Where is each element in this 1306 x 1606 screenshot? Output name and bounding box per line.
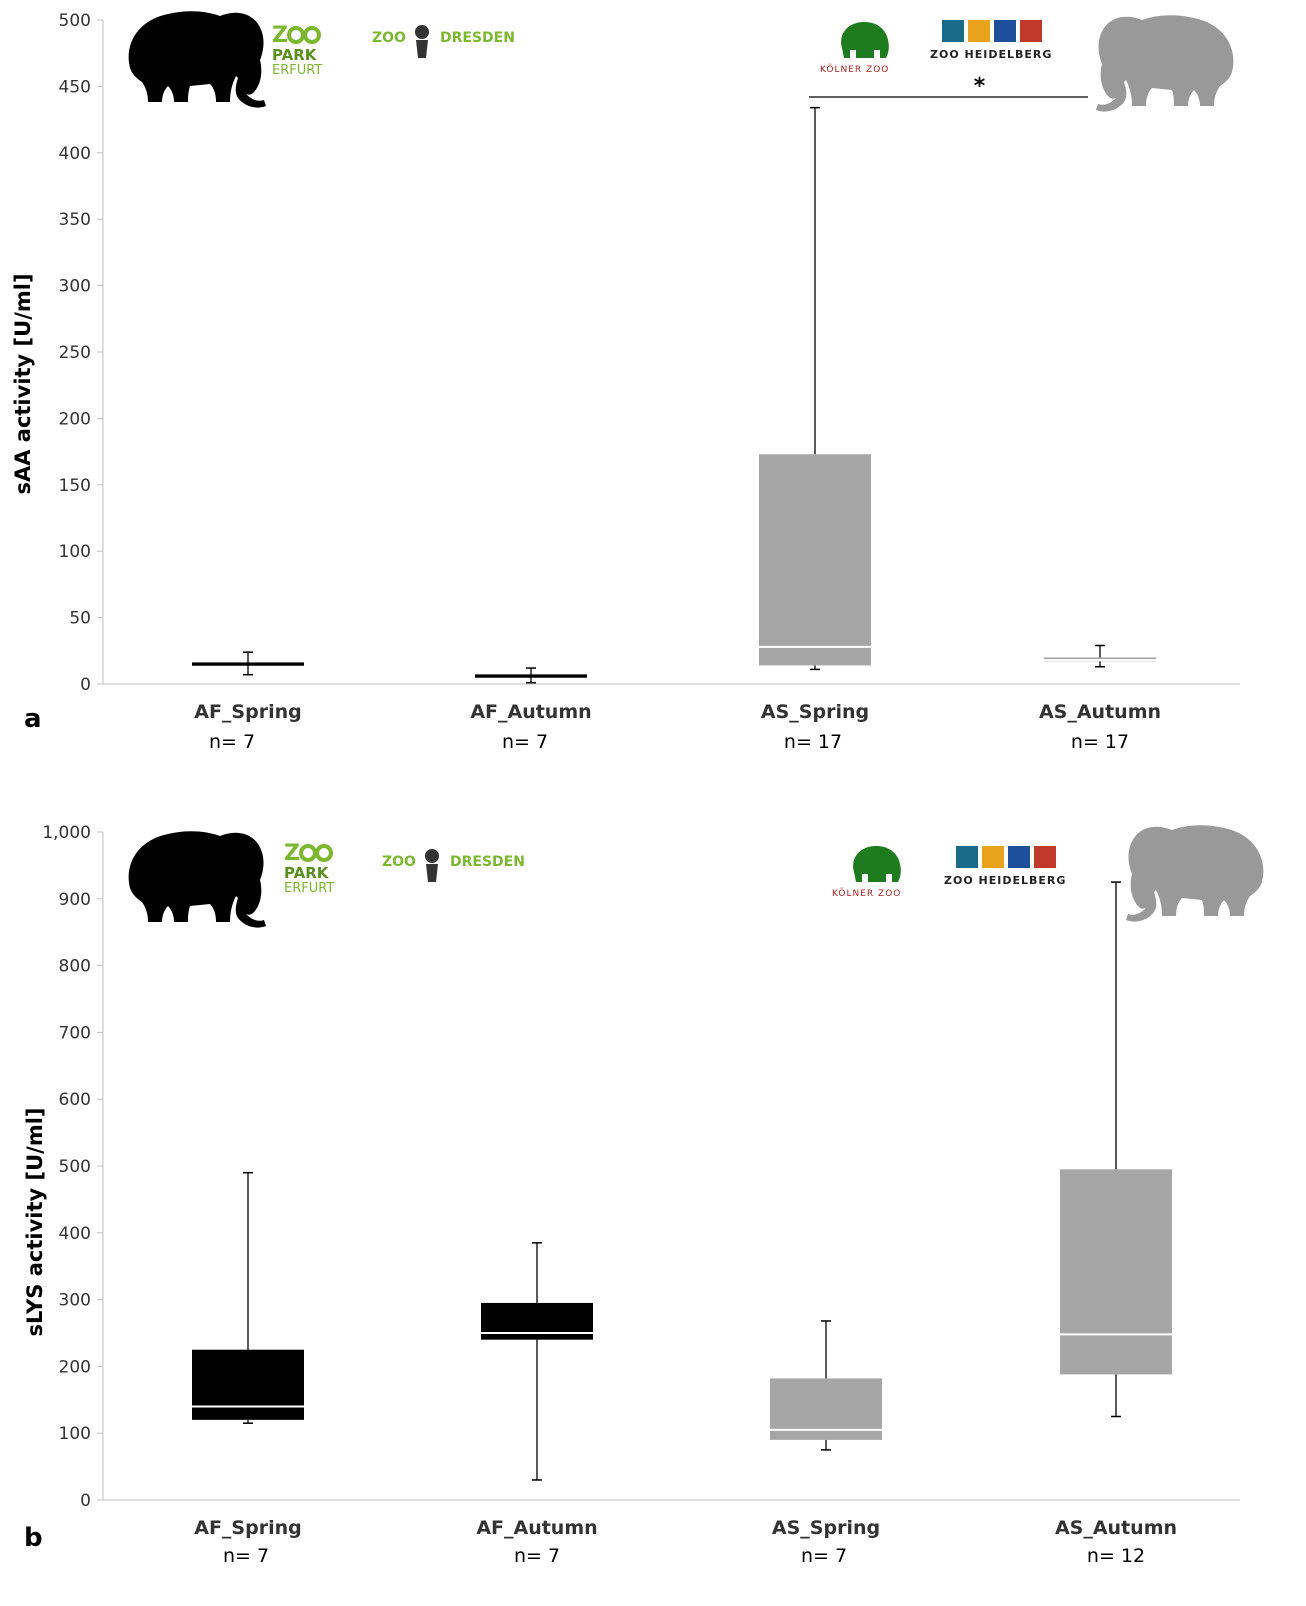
x-category-label: AS_Spring xyxy=(772,1517,880,1539)
koelner-zoo-logo xyxy=(832,846,902,899)
box-series xyxy=(192,881,1172,1481)
box-as-autumn xyxy=(1060,881,1172,1418)
sample-size-label: n= 7 xyxy=(801,1545,847,1567)
iqr-box xyxy=(759,454,871,666)
box-as-spring xyxy=(770,1320,882,1451)
y-axis: 0 50 100 150 200 250 300 350 400 450 500 xyxy=(59,11,1240,695)
sample-size-label: n= 7 xyxy=(514,1545,560,1567)
asian-elephant-icon xyxy=(1126,825,1264,922)
y-tick-label: 350 xyxy=(59,210,91,230)
x-category-label: AF_Autumn xyxy=(470,701,591,723)
box-as-spring xyxy=(759,106,871,671)
iqr-box xyxy=(192,1349,304,1420)
x-category-label: AF_Spring xyxy=(194,701,301,723)
y-tick-label: 400 xyxy=(59,144,91,164)
y-axis: 0 100 200 300 400 500 600 700 800 900 1,000 xyxy=(42,823,1240,1511)
y-tick-label: 100 xyxy=(59,542,91,562)
significance-star: * xyxy=(974,74,986,99)
y-tick-label: 600 xyxy=(59,1090,91,1110)
panel-b: 0 100 200 300 400 500 600 700 800 900 1,000 AF_Spr… xyxy=(23,823,1264,1567)
zoo-dresden-logo xyxy=(382,849,525,882)
y-tick-label: 500 xyxy=(59,11,91,31)
box-as-autumn xyxy=(1044,644,1156,668)
y-tick-label: 300 xyxy=(59,1291,91,1311)
y-tick-label: 50 xyxy=(69,609,91,629)
y-tick-label: 0 xyxy=(80,675,91,695)
x-category-label: AS_Spring xyxy=(761,701,869,723)
x-category-label: AF_Autumn xyxy=(476,1517,597,1539)
sample-size-label: n= 17 xyxy=(784,731,842,753)
x-category-label: AS_Autumn xyxy=(1055,1517,1177,1539)
y-tick-label: 250 xyxy=(59,343,91,363)
sample-size-label: n= 7 xyxy=(502,731,548,753)
iqr-box xyxy=(1060,1169,1172,1375)
y-tick-label: 500 xyxy=(59,1157,91,1177)
zoo-heidelberg-logo xyxy=(944,846,1067,887)
significance-marker: * xyxy=(809,74,1088,99)
y-tick-label: 0 xyxy=(80,1491,91,1511)
box-series xyxy=(192,106,1156,684)
koelner-zoo-logo xyxy=(820,22,890,75)
y-tick-label: 400 xyxy=(59,1224,91,1244)
y-tick-label: 700 xyxy=(59,1023,91,1043)
y-tick-label: 1,000 xyxy=(42,823,91,843)
panel-a: 0 50 100 150 200 250 300 350 400 450 500 AF_Spring… xyxy=(11,11,1240,753)
sample-size-label: n= 7 xyxy=(209,731,255,753)
iqr-box xyxy=(481,1302,593,1340)
y-axis-title: sAA activity [U/ml] xyxy=(11,273,35,494)
box-af-spring xyxy=(192,651,304,676)
panel-label: b xyxy=(24,1523,43,1553)
panel-label: a xyxy=(24,704,42,734)
zoopark-erfurt-logo xyxy=(270,21,325,80)
y-tick-label: 200 xyxy=(59,1357,91,1377)
x-category-label: AS_Autumn xyxy=(1039,701,1161,723)
box-af-autumn xyxy=(475,667,587,684)
asian-elephant-icon xyxy=(1096,15,1234,112)
zoo-dresden-logo xyxy=(372,25,515,58)
sample-size-label: n= 12 xyxy=(1087,1545,1145,1567)
x-axis-labels: AF_Spring n= 7 AF_Autumn n= 7 AS_Spring n= 17… xyxy=(194,701,1161,753)
x-axis-labels: AF_Spring n= 7 AF_Autumn n= 7 AS_Spring n= 7 A… xyxy=(194,1517,1177,1567)
sample-size-label: n= 7 xyxy=(223,1545,269,1567)
y-tick-label: 100 xyxy=(59,1424,91,1444)
zoo-heidelberg-logo xyxy=(930,20,1053,61)
y-axis-title: sLYS activity [U/ml] xyxy=(23,1107,47,1336)
sample-size-label: n= 17 xyxy=(1071,731,1129,753)
african-elephant-icon xyxy=(128,831,266,928)
zoopark-erfurt-logo xyxy=(282,839,337,898)
y-tick-label: 450 xyxy=(59,77,91,97)
x-category-label: AF_Spring xyxy=(194,1517,301,1539)
y-tick-label: 900 xyxy=(59,890,91,910)
y-tick-label: 150 xyxy=(59,476,91,496)
y-tick-label: 300 xyxy=(59,277,91,297)
y-tick-label: 200 xyxy=(59,409,91,429)
box-af-autumn xyxy=(481,1242,593,1481)
african-elephant-icon xyxy=(128,11,266,108)
box-af-spring xyxy=(192,1171,304,1424)
y-tick-label: 800 xyxy=(59,957,91,977)
